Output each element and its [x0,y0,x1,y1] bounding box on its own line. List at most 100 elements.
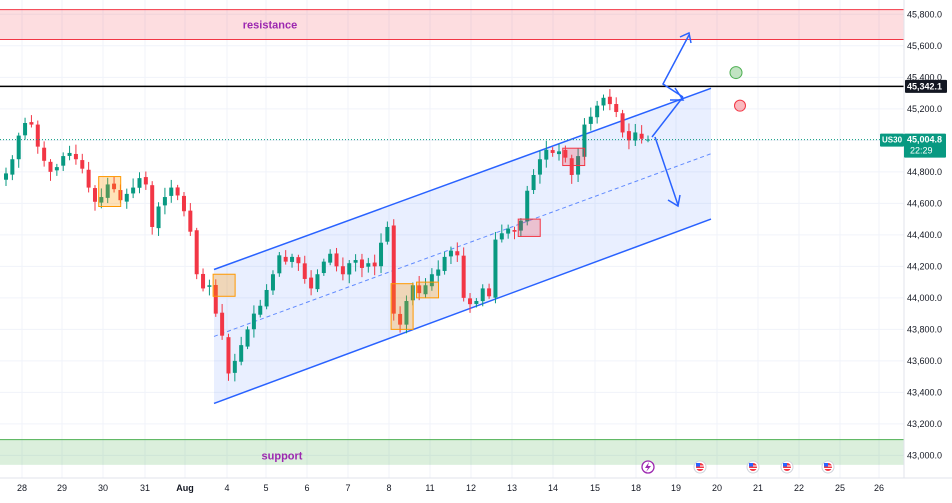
candle-body [143,177,148,185]
candle-body [10,159,15,175]
order-block-box [98,176,122,207]
time-tick-label: 15 [590,483,600,493]
current-price-tag: US30 45,004.8 22:29 [880,133,946,158]
symbol-tag-text: US30 [882,136,903,145]
candle-body [537,159,542,175]
candle-body [468,298,473,305]
candle-body [391,225,396,314]
candle-body [181,195,186,212]
candle-body [518,220,523,231]
candle-body [334,253,339,267]
projection-arrows[interactable] [651,31,692,208]
price-tick-label: 44,600.0 [907,198,942,208]
red-signal-marker [734,99,746,112]
price-tag-value: 45,004.8 [907,135,942,145]
price-tick-label: 45,600.0 [907,41,942,51]
flag-canton [749,463,753,467]
candle-body [417,285,422,294]
candle-body [201,273,206,289]
price-axis[interactable] [904,0,952,478]
candle-body [493,239,498,298]
time-tick-label: 6 [304,483,309,493]
time-tick-label: 14 [548,483,558,493]
candle-body [461,255,466,298]
candle-body [188,210,193,232]
candle-body [379,242,384,267]
candles[interactable] [4,89,650,382]
candle-body [385,226,390,242]
channel-lower-line[interactable] [213,218,712,405]
candle-body [16,135,21,160]
candle-body [54,167,59,171]
candle-body [296,257,301,264]
candle-body [80,160,85,169]
candle-body [404,301,409,325]
level-tag-background [905,79,947,93]
projection-arrow-breakout [662,34,690,98]
time-tick-label: 5 [263,483,268,493]
price-tick-label: 44,800.0 [907,167,942,177]
flag-canton [824,463,828,467]
candle-body [245,329,250,347]
channel-upper-line[interactable] [213,87,712,271]
candle-body [328,253,333,263]
candle-body [99,197,104,203]
time-tick-label: 4 [224,483,229,493]
candle-body [277,255,282,274]
time-tick-label: 19 [671,483,681,493]
price-tick-label: 43,400.0 [907,387,942,397]
candle-body [220,312,225,336]
time-tick-label: 8 [386,483,391,493]
projection-arrow-head-top [679,31,692,44]
candle-body [112,183,117,190]
time-axis[interactable] [0,478,952,503]
channel-midline[interactable] [213,153,712,337]
candle-body [582,124,587,157]
order-block-box [517,218,541,237]
candle-body [226,337,231,374]
order-block-box [416,281,440,299]
economic-event-icons[interactable] [641,460,835,474]
price-tick-label: 44,200.0 [907,261,942,271]
candle-body [162,197,167,206]
candle-body [239,345,244,362]
price-tick-label: 44,000.0 [907,293,942,303]
time-tick-label: Aug [176,483,194,493]
lightning-icon [645,462,651,472]
order-block-box [212,273,236,297]
candle-body [309,277,314,289]
candle-body [124,193,129,202]
candle-body [398,313,403,325]
candle-body [42,147,47,161]
resistance-zone[interactable] [0,9,904,40]
candle-body [207,285,212,287]
candle-body [251,313,256,330]
plot-area[interactable] [0,0,904,478]
channel-fill[interactable] [214,88,711,404]
candle-body [512,230,517,232]
candle-body [499,233,504,240]
candle-body [429,274,434,287]
candle-body [436,269,441,276]
candle-body [23,123,28,136]
time-tick-label: 13 [507,483,517,493]
time-tick-label: 20 [712,483,722,493]
price-tick-label: 43,600.0 [907,356,942,366]
resistance-label: resistance [243,20,297,32]
candle-body [73,153,78,160]
candle-body [455,251,460,256]
candle-body [321,261,326,274]
support-zone[interactable] [0,439,904,465]
candle-body [353,260,358,263]
support-label: support [262,451,303,463]
projection-arrow-down [654,136,679,206]
candle-body [86,169,91,188]
candle-body [626,131,631,141]
candle-body [156,206,161,229]
candle-body [4,173,8,180]
order-block-boxes[interactable] [98,147,586,330]
candle-body [595,105,600,118]
candle-body [92,188,97,202]
candle-body [480,288,485,302]
